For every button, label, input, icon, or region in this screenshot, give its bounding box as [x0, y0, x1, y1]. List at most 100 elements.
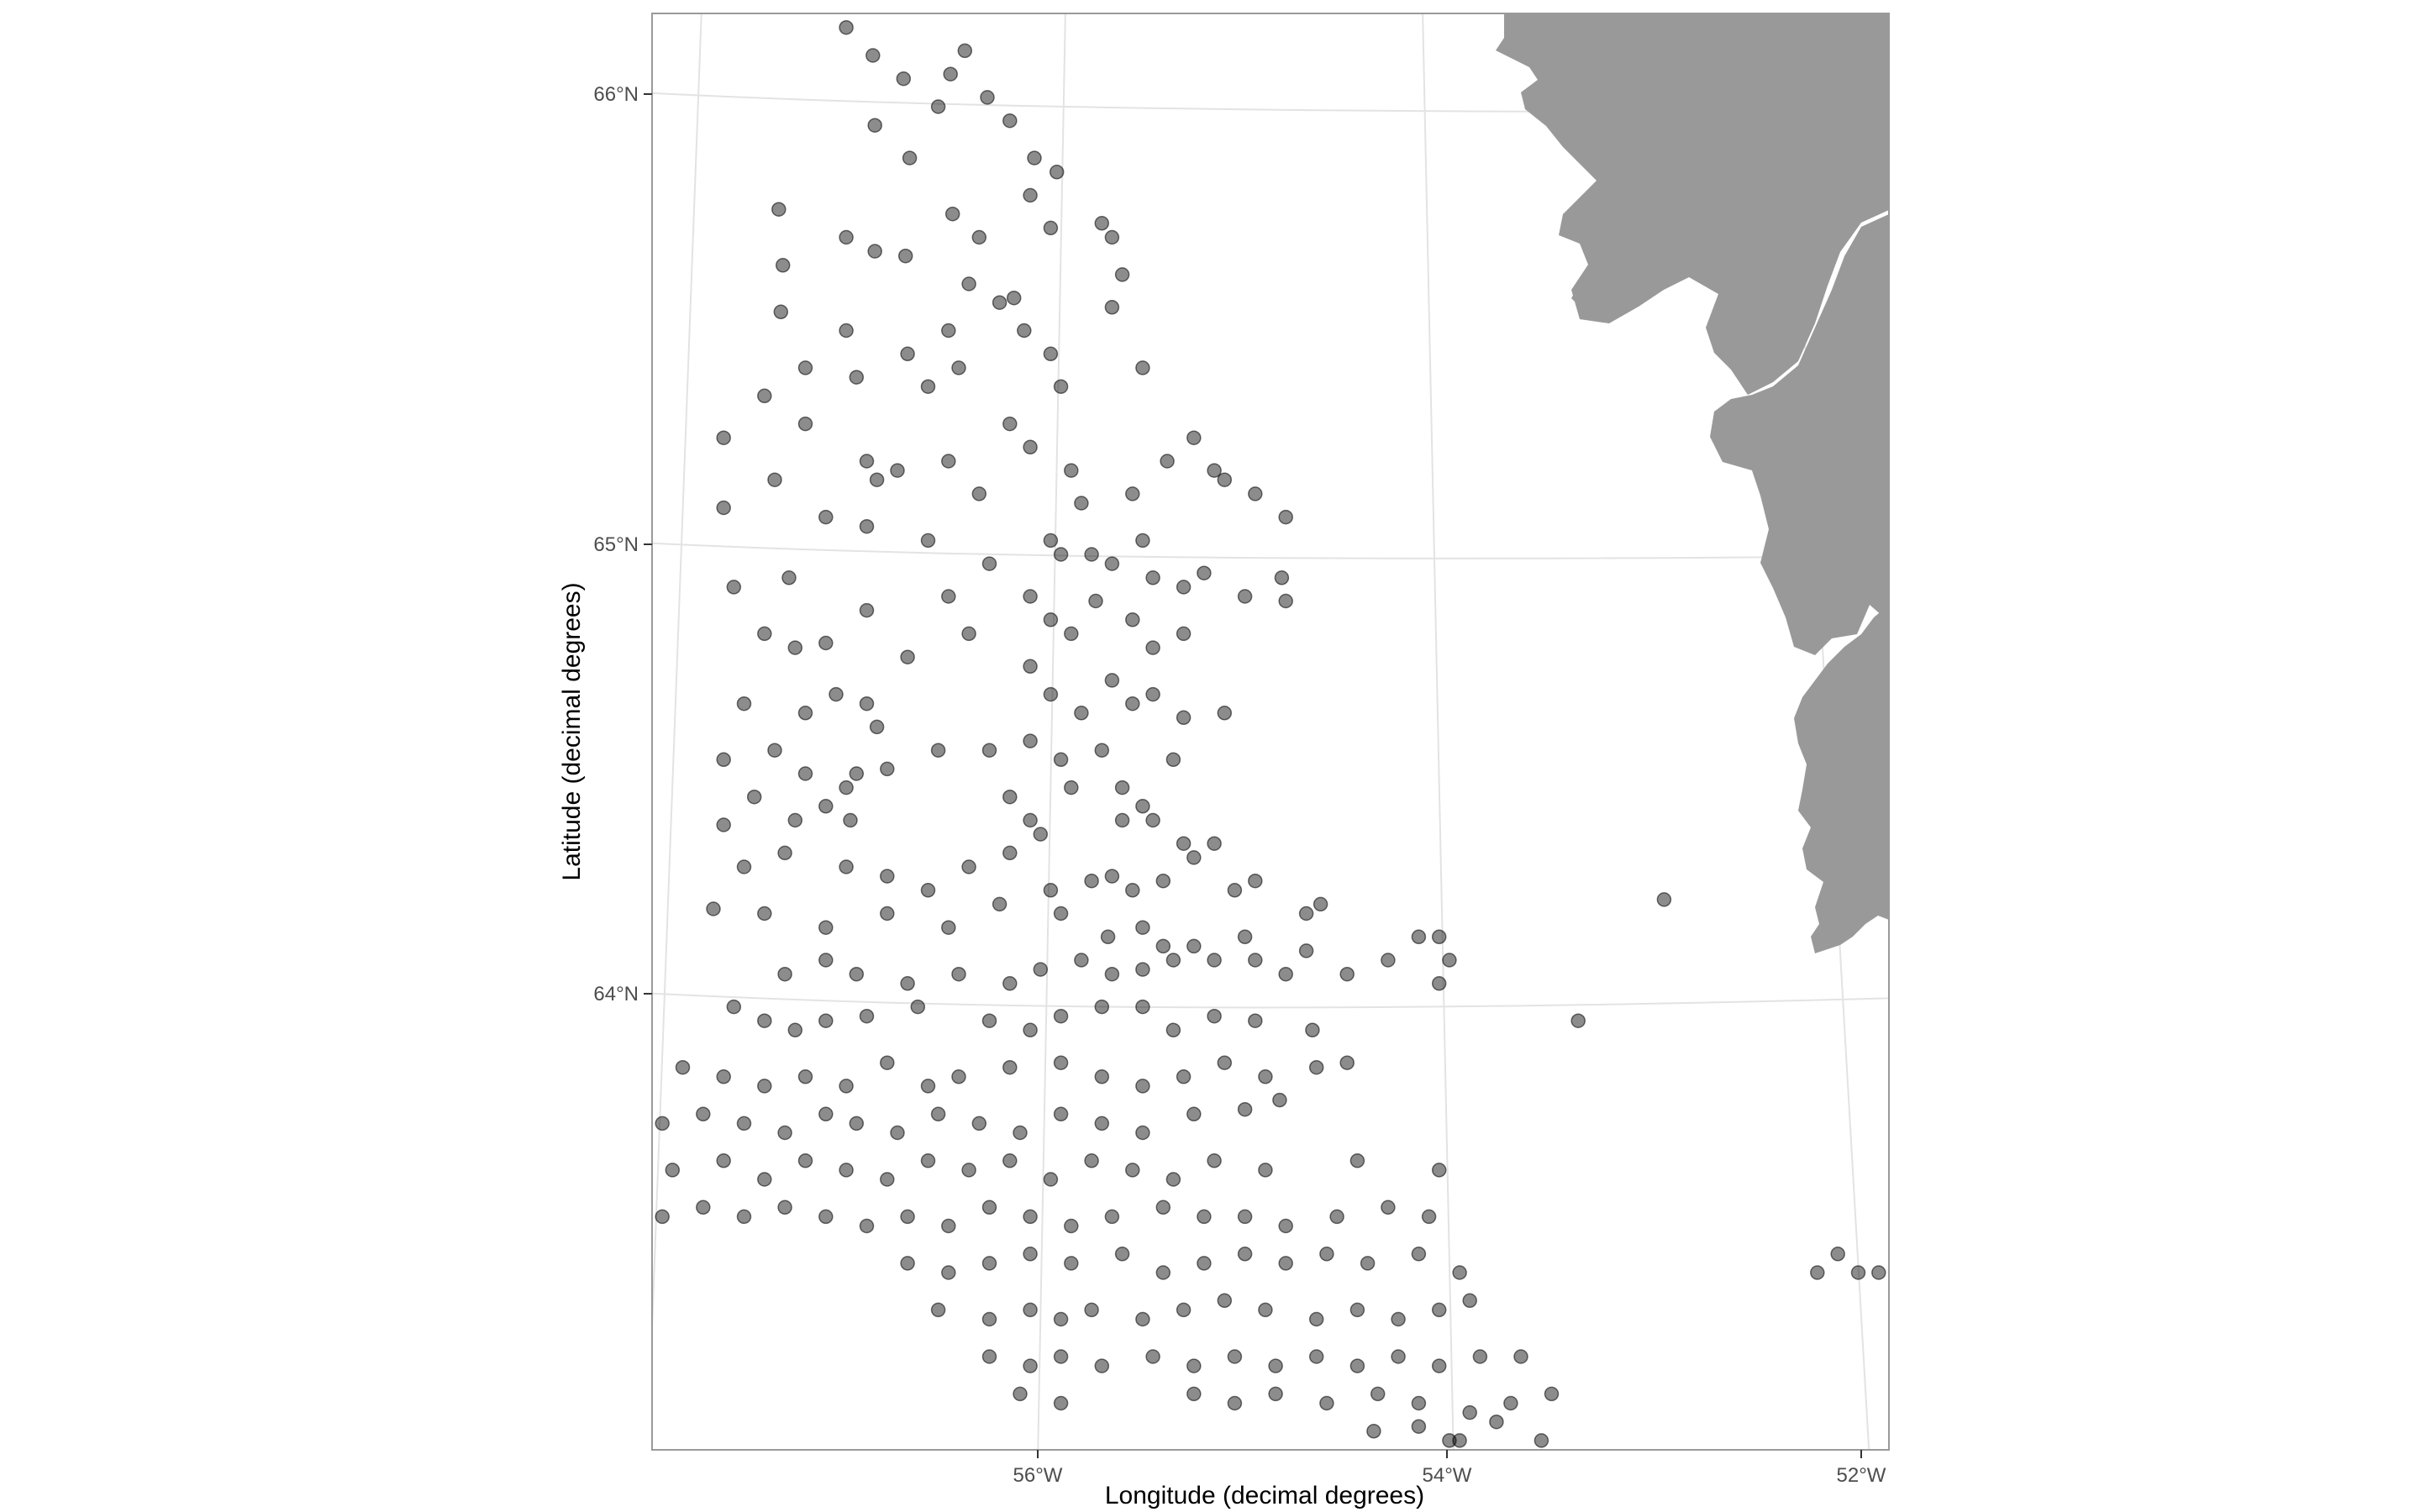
- sample-point: [910, 999, 926, 1015]
- sample-point: [1298, 906, 1314, 921]
- sample-point: [880, 761, 895, 777]
- sample-point: [859, 696, 875, 711]
- sample-point: [1431, 929, 1447, 945]
- sample-point: [818, 509, 834, 525]
- sample-point: [961, 1163, 976, 1178]
- sample-point: [1248, 1013, 1263, 1028]
- sample-point: [1094, 1358, 1110, 1373]
- sample-point: [1002, 1153, 1018, 1168]
- sample-point: [1248, 873, 1263, 889]
- sample-point: [941, 920, 956, 935]
- sample-point: [1033, 962, 1049, 977]
- sample-point: [930, 1106, 946, 1122]
- sample-point: [971, 229, 987, 245]
- sample-point: [716, 500, 731, 516]
- sample-point: [757, 1079, 772, 1094]
- sample-point: [1104, 673, 1120, 688]
- sample-point: [1329, 1209, 1344, 1225]
- sample-point: [1237, 589, 1253, 604]
- sample-point: [1186, 850, 1202, 865]
- sample-point: [736, 696, 752, 711]
- sample-point: [1339, 966, 1355, 982]
- panel-border: [651, 13, 1890, 1451]
- sample-point: [1462, 1404, 1477, 1420]
- sample-point: [1053, 547, 1069, 562]
- sample-point: [1155, 1265, 1171, 1280]
- sample-point: [787, 812, 803, 828]
- sample-point: [1135, 1311, 1150, 1327]
- sample-point: [818, 635, 834, 651]
- sample-point: [839, 1163, 854, 1178]
- sample-point: [902, 150, 918, 165]
- sample-point: [981, 743, 997, 758]
- sample-point: [1145, 686, 1160, 702]
- sample-point: [849, 370, 865, 385]
- sample-point: [1186, 1106, 1202, 1122]
- y-tick-label: 66°N: [593, 83, 639, 106]
- sample-point: [867, 244, 882, 259]
- sample-point: [1411, 1395, 1427, 1411]
- sample-point: [992, 295, 1007, 310]
- sample-point: [706, 901, 721, 916]
- sample-point: [1349, 1153, 1365, 1168]
- sample-point: [1411, 1247, 1427, 1262]
- sample-point: [1145, 570, 1160, 585]
- sample-point: [818, 920, 834, 935]
- sample-point: [1308, 1059, 1324, 1075]
- sample-point: [1278, 1218, 1293, 1234]
- sample-point: [971, 1116, 987, 1131]
- sample-point: [1135, 1079, 1150, 1094]
- sample-point: [1308, 1349, 1324, 1364]
- sample-point: [971, 486, 987, 501]
- sample-point: [726, 999, 742, 1015]
- sample-point: [839, 1079, 854, 1094]
- sample-point: [981, 1013, 997, 1028]
- sample-point: [1258, 1069, 1273, 1084]
- sample-point: [1391, 1349, 1406, 1364]
- sample-point: [1165, 953, 1181, 968]
- sample-point: [1053, 1395, 1069, 1411]
- sample-point: [1135, 920, 1150, 935]
- sample-point: [1125, 883, 1140, 898]
- sample-point: [1084, 1302, 1099, 1318]
- sample-point: [818, 1106, 834, 1122]
- sample-point: [1135, 533, 1150, 549]
- island-small: [1571, 277, 1622, 311]
- sample-point: [1217, 1055, 1233, 1070]
- x-tick-label: 52°W: [1837, 1464, 1886, 1487]
- sample-point: [1100, 929, 1116, 945]
- sample-point: [716, 752, 731, 768]
- sample-point: [1017, 323, 1032, 339]
- sample-point: [839, 780, 854, 795]
- sample-point: [900, 649, 915, 664]
- sample-point: [920, 533, 936, 549]
- sample-point: [859, 1008, 875, 1024]
- sample-point: [1125, 486, 1140, 501]
- sample-point: [1366, 1424, 1381, 1439]
- sample-point: [777, 1200, 792, 1215]
- sample-point: [818, 953, 834, 968]
- sample-point: [1094, 1069, 1110, 1084]
- y-tick-label: 65°N: [593, 533, 639, 556]
- sample-point: [1810, 1265, 1825, 1280]
- sample-point: [1006, 290, 1022, 306]
- coastline-shape-middle: [1710, 214, 1889, 655]
- sample-point: [981, 556, 997, 571]
- sample-point: [1145, 812, 1160, 828]
- sample-point: [880, 1055, 895, 1070]
- sample-point: [757, 1013, 772, 1028]
- sample-point: [1237, 1247, 1253, 1262]
- sample-point: [1023, 1247, 1038, 1262]
- sample-point: [880, 906, 895, 921]
- sample-point: [1513, 1349, 1528, 1364]
- sample-point: [1442, 1433, 1457, 1448]
- sample-point: [1043, 220, 1059, 236]
- sample-point: [1023, 439, 1038, 455]
- sample-point: [1186, 430, 1202, 445]
- sample-point: [897, 248, 913, 264]
- sample-point: [1305, 1022, 1320, 1038]
- sample-point: [1135, 360, 1150, 375]
- sample-point: [1155, 1200, 1171, 1215]
- sample-point: [1135, 999, 1150, 1015]
- sample-point: [890, 1125, 905, 1141]
